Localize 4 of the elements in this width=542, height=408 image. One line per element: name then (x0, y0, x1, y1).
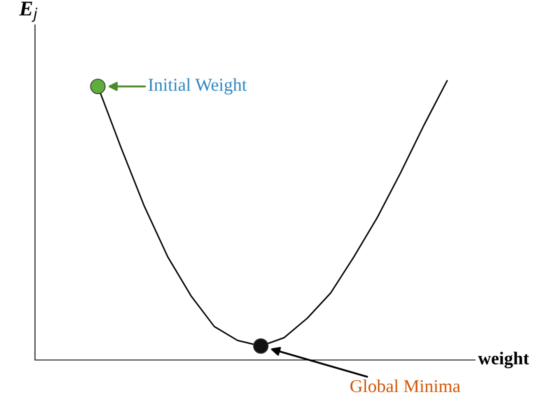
annotation: Initial Weight (148, 78, 247, 95)
x-axis-title: weight (478, 352, 530, 368)
text: Global Minima (350, 380, 460, 392)
y-axis-title: E$_{j}$ (19, 2, 38, 22)
